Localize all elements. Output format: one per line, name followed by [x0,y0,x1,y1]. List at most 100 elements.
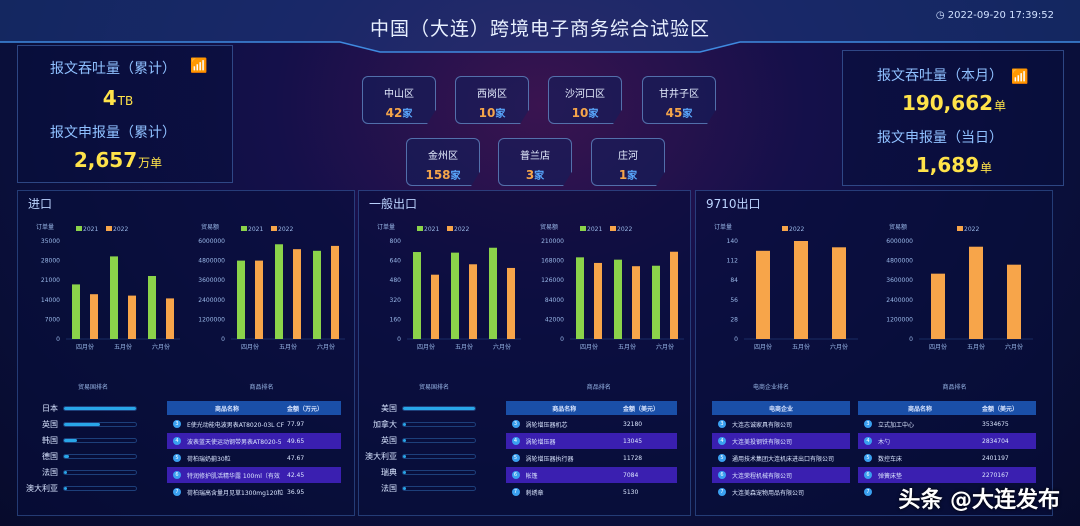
bar-chart: 贸易额 2021 2022 0 1200000 2400000 3600000 4800000… [198,223,345,351]
country-share-fill [403,439,406,442]
bar-chart: 贸易额 2022 0 1200000 2400000 3600000 4800000 6000… [886,223,1033,351]
throughput-value: 4 [102,86,117,110]
table-row[interactable]: 3 E使光动能电波男表AT8020-03L CF 77.97 [167,416,341,432]
country-share-fill [403,487,406,490]
table-row[interactable]: 7 刺绣章 5130 [506,484,678,500]
table-row[interactable]: 5 涡轮增压器执行器 11728 [506,450,678,466]
country-name: 美国 [381,404,397,413]
table-row[interactable]: 6 帐篷 7084 [505,467,677,483]
bar [507,267,515,339]
bar-chart: 订单量 2022 0 28 56 84 112 140 四月份 五月份 六月份 [714,223,858,351]
rank-badge: 6 [718,471,726,479]
x-tick-label: 五月份 [967,343,985,351]
country-name: 韩国 [42,436,58,445]
bar [593,262,602,339]
table-row[interactable]: 7 荷柏瑞高含量月见草1300mg120粒 36.95 [167,484,341,500]
orders-chart: 订单量 2021 2022 0 160 320 480 640 800 四月份 五月份 六月份 [363,217,528,361]
goods-name-header: 商品名称 [907,405,932,413]
y-tick-label: 2400000 [886,297,913,304]
district-card[interactable]: 甘井子区 45家 [642,76,716,124]
district-count-unit: 家 [627,171,638,182]
datetime: ◷ 2022-09-20 17:39:52 [936,10,1054,21]
district-card[interactable]: 沙河口区 10家 [548,76,622,124]
country-share-bar [402,486,476,491]
goods-amount: 7084 [623,471,639,479]
district-count: 1家 [592,167,664,182]
goods-amount-header: 金额（美元） [623,405,660,413]
goods-amount: 47.67 [287,454,305,462]
table-header: 电商企业 [712,401,850,415]
table-row[interactable]: 6 特润修护肌活精华露 100ml（有效 42.45 [167,467,341,483]
district-card[interactable]: 普兰店 3家 [498,138,572,186]
country-name: 法国 [42,468,58,477]
table-row[interactable]: 5 数控车床 2401197 [858,450,1036,466]
country-name: 瑞典 [381,468,397,477]
district-card[interactable]: 中山区 42家 [362,76,436,124]
table-row[interactable]: 7 大连美森宠物用品有限公司 [712,484,850,500]
district-name: 金州区 [428,151,458,162]
rank-badge: 3 [718,420,726,428]
rank-title: 电商企业排名 [752,384,789,391]
country-share-bar [63,422,137,427]
table-row[interactable]: 4 大连美投钢铁有限公司 [712,433,850,449]
table-row[interactable]: 5 荷柏瑞奶蓟30粒 47.67 [167,450,341,466]
bar-chart: 订单量 2021 2022 0 160 320 480 640 800 四月份 五月份 六月份 [377,223,521,351]
table-header: 商品名称 金额（万元） [167,401,341,415]
table-row[interactable]: 4 木勺 2834704 [858,433,1036,449]
trade-chart: 贸易额 2021 2022 0 1200000 2400000 3600000 4800000… [187,217,352,361]
y-tick-label: 3600000 [886,277,913,284]
y-tick-label: 480 [390,277,402,284]
table-row[interactable]: 6 大连荣程机械有限公司 [712,467,850,483]
x-tick-label: 四月份 [929,343,947,351]
table-row[interactable]: 6 弹簧床垫 2270167 [858,467,1036,483]
table-row[interactable]: 4 涡轮增压器 13045 [505,433,677,449]
y-axis-label: 订单量 [36,223,54,231]
district-card[interactable]: 庄河 1家 [591,138,665,186]
company-name: 通用技术集团大连机床进出口有限公司 [732,455,835,463]
bar [489,247,497,339]
orders-chart: 订单量 2021 2022 0 7000 14000 21000 28000 35000 四月份 五… [22,217,187,361]
section-title: 一般出口 [369,197,418,211]
cumulative-stats-panel: 报文吞吐量（累计） 📶 4TB 报文申报量（累计） 2,657万单 [17,45,233,183]
district-count: 10家 [549,105,621,120]
y-tick-label: 21000 [41,277,60,284]
y-axis-label: 订单量 [714,223,732,231]
table-row[interactable]: 7 [858,484,1036,500]
goods-name: 涡轮增压器机芯 [525,421,568,429]
goods-amount: 32180 [623,420,643,428]
goods-table: 商品名称 金额（美元） 3 涡轮增压器机芯 32180 4 涡轮增压器 13045 5 涡轮增压器… [505,401,678,500]
goods-name: 立式加工中心 [878,421,915,429]
legend-label: 2022 [278,226,293,233]
y-tick-label: 35000 [41,238,60,245]
district-card[interactable]: 金州区 158家 [406,138,480,186]
goods-name: 帐篷 [525,472,538,480]
goods-table: 商品名称 金额（美元） 3 立式加工中心 3534675 4 木勺 2834704 5 数控车床 2… [858,401,1036,500]
bar [575,257,584,339]
country-share-fill [64,423,100,426]
legend-swatch [609,226,616,231]
goods-name: 涡轮增压器执行器 [525,455,574,463]
country-share-fill [64,455,70,458]
x-tick-label: 五月份 [617,343,635,351]
goods-title: 商品排名 [586,384,611,391]
goods-name: E使光动能电波男表AT8020-03L CF [187,421,285,429]
section-title: 9710出口 [706,197,761,211]
rank-title: 贸易国排名 [77,384,108,391]
district-count-unit: 家 [682,109,693,120]
table-row[interactable]: 3 涡轮增压器机芯 32180 [506,416,678,432]
table-row[interactable]: 3 大连志诚家具有限公司 [712,416,850,432]
district-card[interactable]: 西岗区 10家 [455,76,529,124]
country-rank-row: 英国 [357,435,476,446]
table-row[interactable]: 4 波表蓝天使运动钢带男表AT8020-5 49.65 [167,433,341,449]
bar [631,266,640,339]
table-row[interactable]: 3 立式加工中心 3534675 [858,416,1036,432]
district-count-unit: 家 [588,109,599,120]
trade-chart: 贸易额 2021 2022 0 42000 84000 126000 168000 210000… [526,217,691,361]
goods-name: 荷柏瑞高含量月见草1300mg120粒 [187,489,284,497]
table-row[interactable]: 5 通用技术集团大连机床进出口有限公司 [712,450,850,466]
legend-label: 2021 [248,226,263,233]
bar [413,252,421,339]
bar [90,294,98,339]
legend-swatch [241,226,247,231]
rank-badge: 7 [511,488,520,496]
